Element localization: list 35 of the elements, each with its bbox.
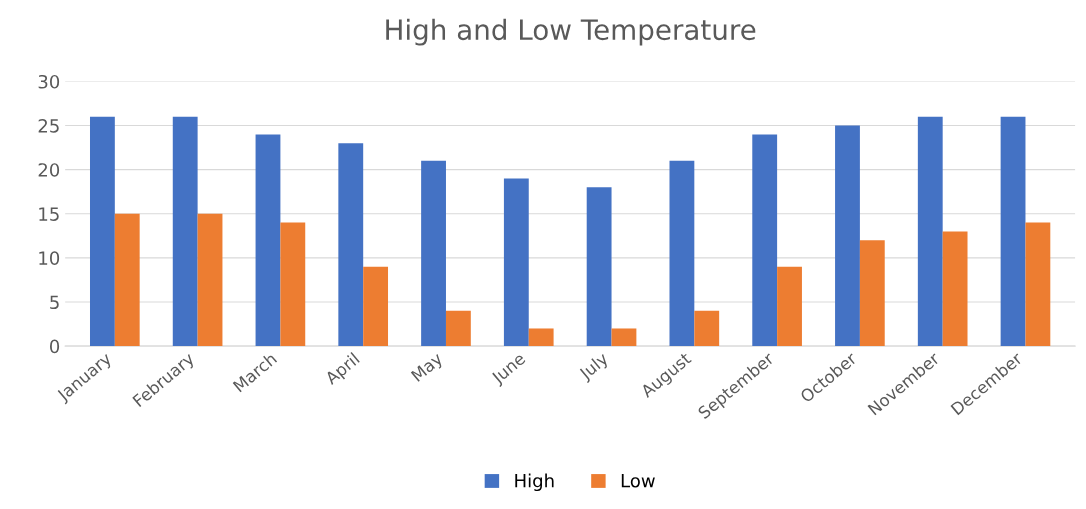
y-tick-label: 30 (38, 74, 60, 89)
bar (363, 266, 389, 347)
bar (503, 178, 529, 347)
y-tick-label: 0 (50, 339, 60, 354)
bar (942, 231, 968, 347)
bar (197, 213, 223, 347)
bar (255, 134, 281, 347)
bar (835, 125, 860, 347)
bar (586, 187, 612, 347)
bar (114, 213, 140, 347)
legend-label: High (515, 473, 554, 492)
bar (917, 116, 943, 347)
legend-label: Low (621, 474, 655, 488)
bar (528, 328, 554, 347)
chart-title: High and Low Temperature (386, 18, 756, 46)
y-tick-label: 10 (39, 251, 60, 266)
bar (172, 116, 198, 347)
bar (694, 310, 720, 347)
bar (752, 134, 778, 347)
bar (1025, 222, 1051, 347)
x-tick-label: May (410, 351, 446, 385)
bar (445, 310, 471, 347)
bar (669, 160, 695, 347)
y-tick-label: 15 (39, 207, 59, 221)
bar (611, 328, 637, 347)
bar (90, 116, 115, 347)
bar (338, 143, 364, 347)
bar (777, 266, 802, 347)
y-tick-label: 25 (38, 119, 59, 133)
bar (859, 240, 885, 347)
y-tick-label: 5 (50, 295, 59, 310)
y-tick-label: 20 (38, 163, 60, 177)
bar (1000, 116, 1026, 347)
bar (280, 222, 306, 347)
bar (421, 160, 446, 347)
